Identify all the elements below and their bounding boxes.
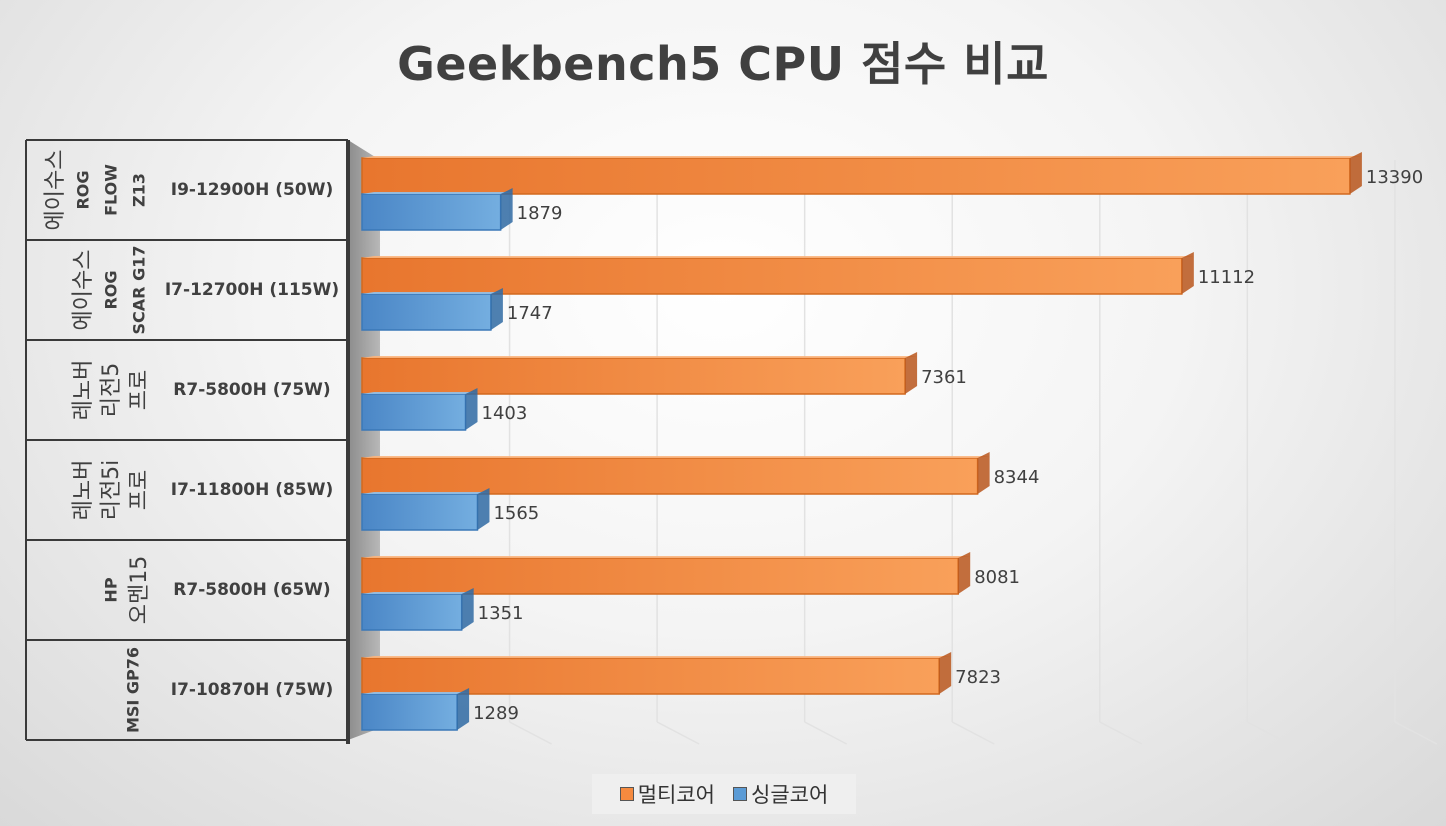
data-label: 1289 [473, 703, 519, 724]
legend-entry: 싱글코어 [733, 779, 828, 809]
legend-swatch [733, 787, 747, 801]
data-label: 8081 [974, 567, 1020, 588]
legend-label: 싱글코어 [751, 783, 829, 807]
category-group-label: 레노버 [71, 460, 96, 521]
gridline-floor [1099, 721, 1143, 745]
gridline-floor [1394, 721, 1438, 745]
gridline-floor [804, 721, 848, 745]
gridline-floor [656, 721, 700, 745]
category-group-label: 프로 [127, 370, 152, 410]
gridline-floor [951, 721, 995, 745]
bar-singlecore [361, 488, 490, 531]
category-group-label: 리전5i [99, 460, 124, 521]
category-group-label: ROG [102, 270, 121, 309]
category-label: I7-11800H (85W) [171, 480, 333, 500]
category-group-label: SCAR G17 [130, 246, 149, 335]
category-group-label: Z13 [130, 173, 149, 207]
category-label: R7-5800H (75W) [173, 380, 330, 400]
data-label: 8344 [994, 467, 1040, 488]
category-label: I7-10870H (75W) [171, 680, 333, 700]
bar-singlecore [361, 588, 474, 631]
category-label: I7-12700H (115W) [165, 280, 339, 300]
chart-title: Geekbench5 CPU 점수 비교 [397, 37, 1049, 91]
data-label: 1565 [493, 503, 539, 524]
category-group-label: 프로 [127, 470, 152, 510]
category-group-label: FLOW [102, 164, 121, 216]
data-label: 13390 [1366, 167, 1423, 188]
data-label: 1351 [478, 603, 524, 624]
category-group-label: 리전5 [99, 363, 124, 417]
gridline-floor [509, 721, 552, 745]
bar-singlecore [361, 688, 470, 731]
data-label: 7823 [955, 667, 1001, 688]
legend: 멀티코어 싱글코어 [592, 774, 856, 814]
data-label: 11112 [1198, 267, 1255, 288]
category-label: R7-5800H (65W) [173, 580, 330, 600]
data-label: 7361 [921, 367, 967, 388]
category-group-label: ROG [74, 170, 93, 209]
category-group-label: 에이수스 [43, 150, 68, 231]
legend-entry: 멀티코어 [619, 779, 715, 809]
bar-multicore [361, 452, 990, 495]
bar-multicore [361, 652, 952, 695]
legend-label: 멀티코어 [637, 783, 715, 807]
bar-singlecore [361, 188, 513, 231]
category-group-label: 에이수스 [71, 250, 96, 331]
category-group-label: 레노버 [71, 360, 96, 421]
category-group-label: MSI GP76 [124, 647, 143, 733]
bar-multicore [361, 352, 918, 395]
bar-singlecore [361, 388, 478, 431]
bar-multicore [361, 152, 1362, 195]
bar-singlecore [361, 288, 503, 331]
bar-multicore [361, 252, 1194, 295]
bar-multicore [361, 552, 971, 595]
category-group-label: HP [102, 577, 121, 602]
data-label: 1879 [517, 203, 563, 224]
data-label: 1403 [482, 403, 528, 424]
legend-swatch [619, 787, 634, 801]
category-group-label: 오멘15 [127, 556, 152, 624]
gridline-floor [1247, 721, 1290, 745]
data-label: 1747 [507, 303, 553, 324]
category-label: I9-12900H (50W) [171, 180, 333, 200]
